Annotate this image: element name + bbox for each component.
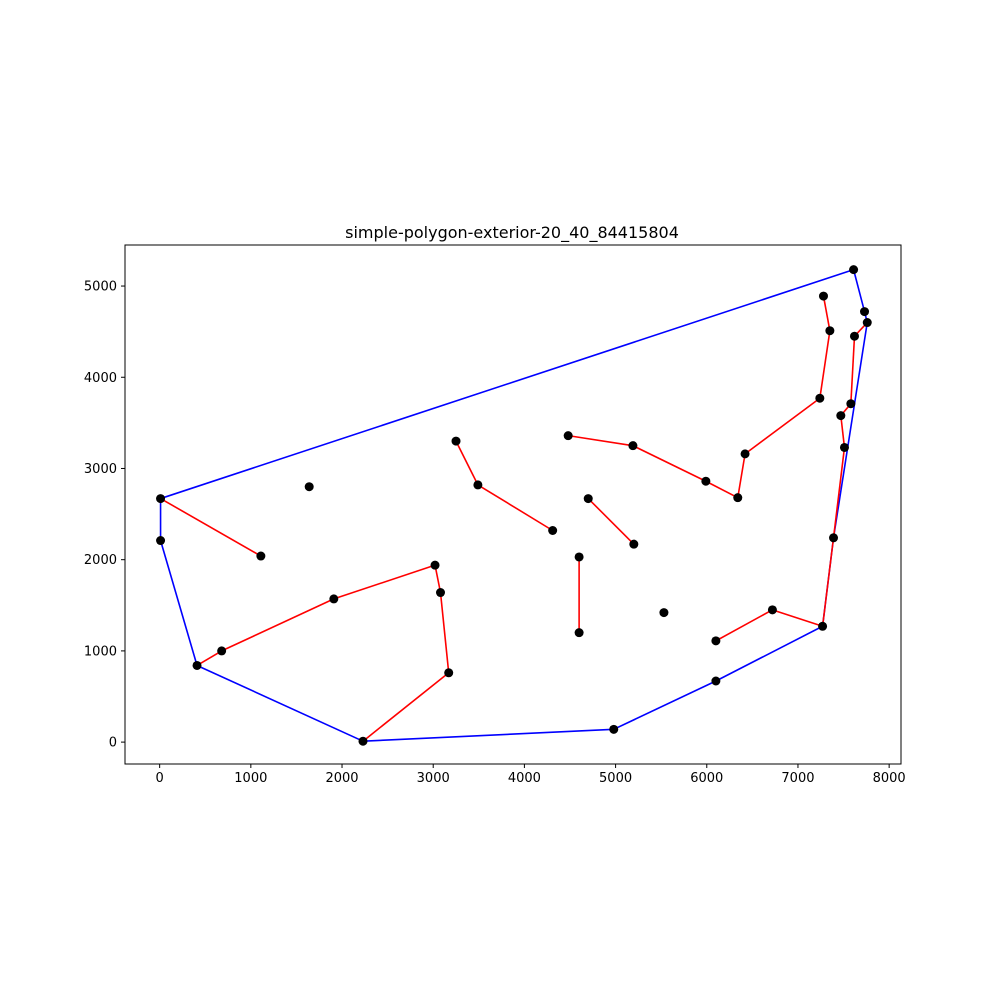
data-point — [862, 318, 872, 328]
data-point — [451, 436, 461, 446]
segment-line — [221, 598, 335, 652]
data-point — [849, 331, 859, 341]
data-point — [192, 660, 202, 670]
data-point — [574, 552, 584, 562]
hull-edge — [613, 680, 717, 731]
data-point — [733, 493, 743, 503]
data-point — [430, 560, 440, 570]
x-tick-label: 7000 — [781, 771, 814, 786]
y-tick-label: 3000 — [84, 462, 117, 477]
x-tick-label: 2000 — [325, 771, 358, 786]
data-point — [304, 482, 314, 492]
y-axis-ticks: 0 1000 2000 3000 4000 5000 — [84, 280, 125, 751]
segment-line — [587, 498, 635, 545]
hull-edge — [852, 269, 866, 312]
data-point — [563, 431, 573, 441]
data-point — [711, 676, 721, 686]
segment-line — [715, 609, 773, 642]
data-point — [256, 551, 266, 561]
data-point — [711, 636, 721, 646]
segment-line — [850, 336, 856, 404]
data-point — [767, 605, 777, 615]
data-point — [358, 736, 368, 746]
segment-line — [822, 295, 831, 331]
segment-line — [160, 497, 262, 557]
data-point — [156, 536, 166, 546]
data-point — [860, 307, 870, 317]
hull-edge — [160, 268, 854, 500]
data-point — [825, 326, 835, 336]
x-tick-label: 6000 — [690, 771, 723, 786]
data-point — [628, 441, 638, 451]
x-axis-ticks: 0 1000 2000 3000 4000 5000 6000 7000 8000 — [156, 764, 906, 786]
plot-area-frame — [124, 244, 902, 765]
hull-edge — [196, 664, 364, 742]
data-point — [659, 608, 669, 618]
data-point — [839, 442, 849, 452]
segment-line — [362, 672, 450, 742]
data-point — [818, 291, 828, 301]
segment-line — [333, 564, 436, 600]
segment-line — [455, 440, 479, 486]
segment-line — [196, 650, 223, 667]
segment-line — [705, 480, 739, 499]
data-point — [436, 588, 446, 598]
segment-line — [568, 434, 634, 447]
hull-edge — [715, 625, 823, 682]
segment-line — [832, 447, 846, 538]
x-tick-label: 8000 — [873, 771, 906, 786]
segment-line — [434, 564, 442, 593]
data-point — [815, 393, 825, 403]
x-tick-label: 1000 — [234, 771, 267, 786]
hull-edge — [832, 322, 869, 538]
hull-edge — [159, 540, 198, 666]
y-tick-label: 1000 — [84, 644, 117, 659]
data-point — [473, 480, 483, 490]
data-point — [583, 494, 593, 504]
y-tick-label: 4000 — [84, 371, 117, 386]
data-point — [217, 646, 227, 656]
y-tick-label: 2000 — [84, 553, 117, 568]
segment-line — [840, 415, 846, 448]
data-point — [846, 399, 856, 409]
hull-layer — [159, 268, 869, 742]
segment-line — [736, 453, 746, 498]
segment-line — [821, 537, 835, 627]
data-point — [156, 494, 166, 504]
y-tick-label: 0 — [109, 736, 117, 751]
segment-line — [477, 484, 554, 532]
data-point — [629, 539, 639, 549]
segment-line — [439, 592, 450, 673]
data-point — [818, 621, 828, 631]
point-layer — [156, 265, 872, 746]
data-point — [740, 449, 750, 459]
segment-layer — [160, 295, 868, 742]
data-point — [609, 724, 619, 734]
x-tick-label: 4000 — [508, 771, 541, 786]
data-point — [836, 411, 846, 421]
x-tick-label: 0 — [156, 771, 164, 786]
hull-edge — [362, 728, 614, 742]
segment-line — [819, 330, 831, 399]
x-tick-label: 5000 — [599, 771, 632, 786]
data-point — [829, 533, 839, 543]
data-point — [548, 525, 558, 535]
segment-line — [772, 609, 823, 628]
segment-line — [632, 444, 707, 482]
data-point — [849, 265, 859, 275]
data-point — [444, 668, 454, 678]
x-tick-label: 3000 — [417, 771, 450, 786]
y-tick-label: 5000 — [84, 280, 117, 295]
data-point — [329, 594, 339, 604]
segment-line — [744, 397, 821, 455]
data-point — [701, 476, 711, 486]
chart-title: simple-polygon-exterior-20_40_84415804 — [345, 223, 679, 243]
data-point — [574, 628, 584, 638]
